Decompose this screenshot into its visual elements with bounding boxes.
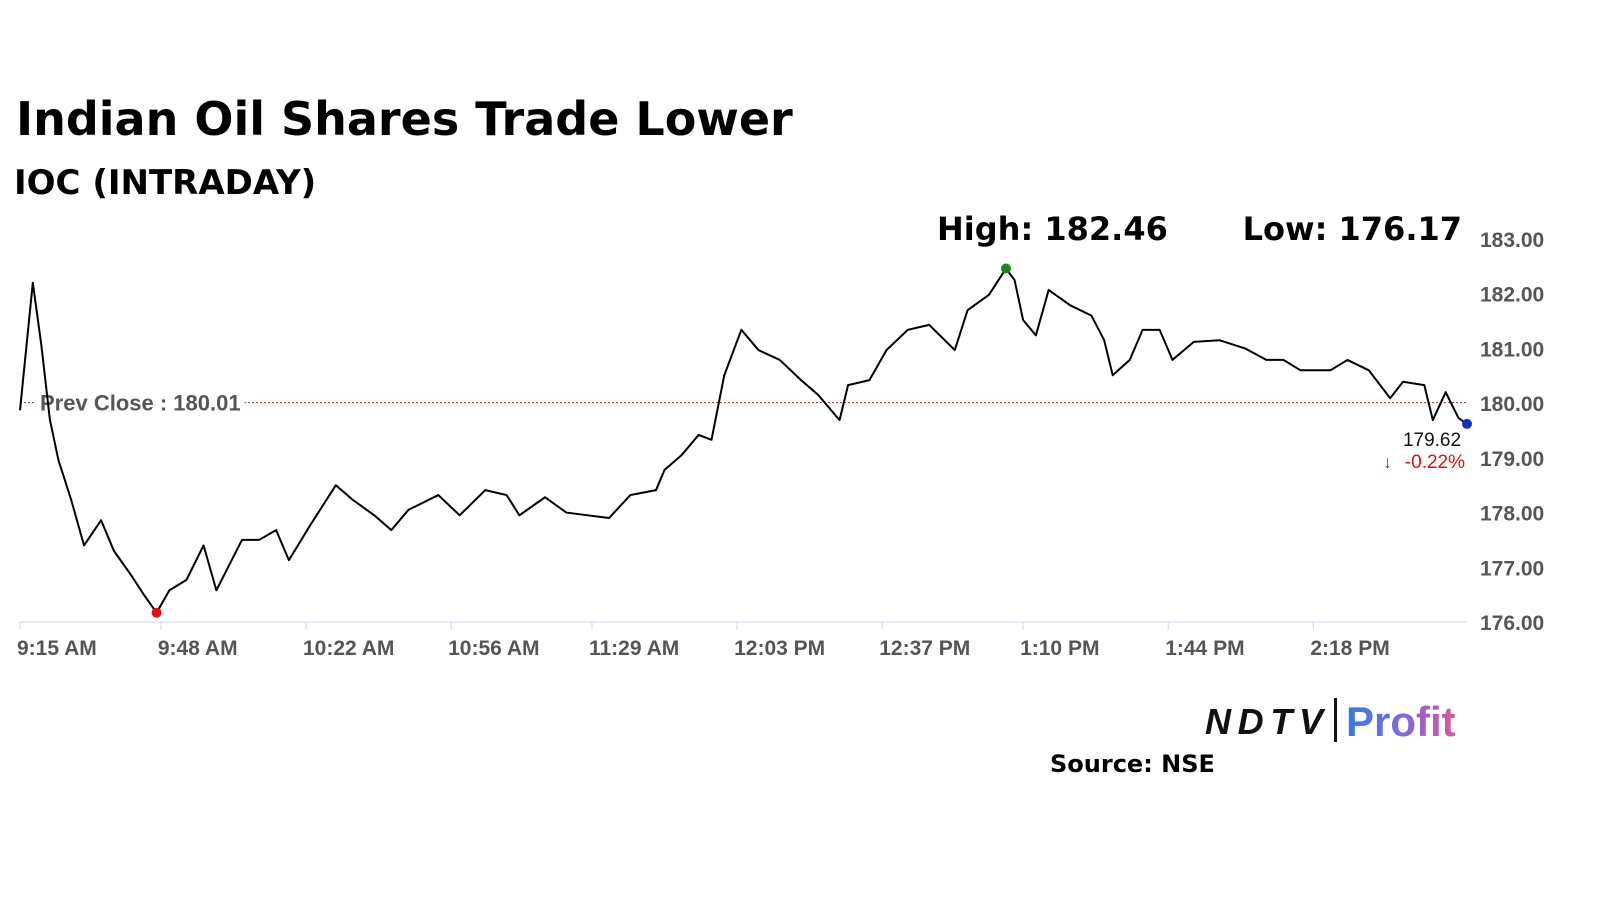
x-tick-label: 12:37 PM: [879, 637, 970, 660]
high-marker: [1001, 263, 1012, 274]
change-label: -0.22%: [1405, 452, 1465, 473]
x-tick-label: 10:22 AM: [303, 637, 394, 660]
y-tick-label: 178.00: [1480, 503, 1544, 526]
logo-product: Profit: [1346, 698, 1456, 745]
price-line: [19, 267, 1468, 614]
low-label: Low: 176.17: [1243, 210, 1462, 248]
y-tick-label: 176.00: [1480, 612, 1544, 635]
x-tick-label: 10:56 AM: [448, 637, 539, 660]
y-tick-label: 181.00: [1480, 338, 1544, 361]
y-tick-label: 182.00: [1480, 284, 1544, 307]
source: Source: NSE: [1050, 750, 1215, 778]
change-arrow: ↓: [1383, 452, 1392, 472]
x-tick-label: 1:44 PM: [1165, 637, 1244, 660]
chart-title: Indian Oil Shares Trade Lower: [16, 92, 793, 146]
x-tick-label: 12:03 PM: [734, 637, 825, 660]
logo-divider: [1334, 698, 1337, 742]
chart-subtitle: IOC (INTRADAY): [14, 163, 316, 203]
y-tick-label: 183.00: [1480, 229, 1544, 252]
prev-close-label: Prev Close : 180.01: [40, 391, 241, 416]
x-tick-label: 1:10 PM: [1020, 637, 1099, 660]
y-tick-label: 179.00: [1480, 448, 1544, 471]
logo-brand: NDTV: [1205, 701, 1326, 742]
last-value-label: 179.62: [1403, 430, 1461, 451]
x-tick-label: 11:29 AM: [589, 637, 679, 660]
low-marker: [151, 607, 162, 618]
last-marker: [1462, 418, 1472, 429]
high-label: High: 182.46: [937, 210, 1168, 248]
y-tick-label: 177.00: [1480, 557, 1544, 580]
x-tick-label: 9:48 AM: [158, 637, 238, 660]
x-tick-label: 9:15 AM: [17, 637, 97, 660]
prev-close-label-bg: [36, 389, 245, 417]
y-tick-label: 180.00: [1480, 393, 1544, 416]
x-tick-label: 2:18 PM: [1310, 637, 1389, 660]
